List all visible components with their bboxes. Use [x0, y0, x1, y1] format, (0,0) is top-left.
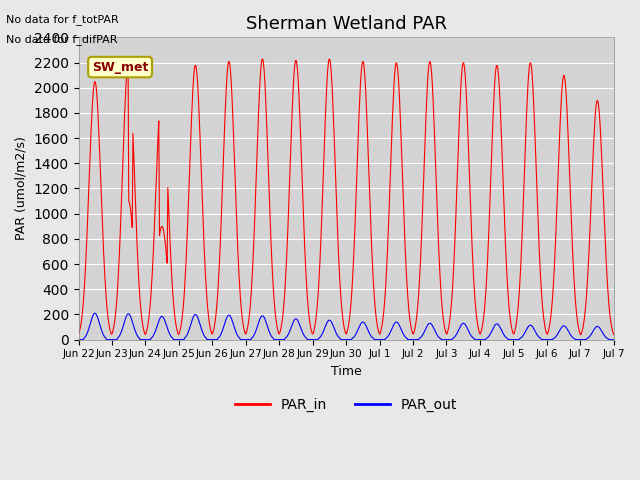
PAR_out — [75, 337, 83, 343]
PAR_out — [91, 311, 99, 316]
PAR_out — [138, 337, 146, 343]
PAR_out — [610, 337, 618, 343]
PAR_out — [237, 337, 244, 343]
PAR_in — [577, 332, 585, 337]
PAR_out — [263, 322, 271, 328]
PAR_out — [432, 330, 440, 336]
PAR_in — [432, 169, 440, 175]
Title: Sherman Wetland PAR: Sherman Wetland PAR — [246, 15, 447, 33]
PAR_in — [138, 312, 145, 317]
Text: SW_met: SW_met — [92, 60, 148, 73]
Line: PAR_out: PAR_out — [79, 313, 614, 340]
PAR_out — [284, 333, 291, 339]
PAR_in — [259, 56, 267, 62]
PAR_out — [402, 335, 410, 340]
Text: No data for f_difPAR: No data for f_difPAR — [6, 34, 118, 45]
Line: PAR_in: PAR_in — [79, 59, 614, 335]
PAR_in — [236, 285, 244, 290]
PAR_in — [263, 128, 271, 133]
Y-axis label: PAR (umol/m2/s): PAR (umol/m2/s) — [15, 136, 28, 240]
Legend: PAR_in, PAR_out: PAR_in, PAR_out — [230, 392, 463, 418]
X-axis label: Time: Time — [331, 365, 362, 378]
PAR_in — [75, 331, 83, 337]
PAR_in — [402, 259, 410, 265]
PAR_in — [284, 243, 291, 249]
Text: No data for f_totPAR: No data for f_totPAR — [6, 14, 119, 25]
PAR_in — [610, 332, 618, 337]
